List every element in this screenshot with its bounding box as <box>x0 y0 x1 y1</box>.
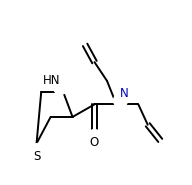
Text: HN: HN <box>42 74 60 87</box>
Text: O: O <box>90 136 99 149</box>
Text: N: N <box>120 87 128 100</box>
Text: S: S <box>33 150 40 163</box>
